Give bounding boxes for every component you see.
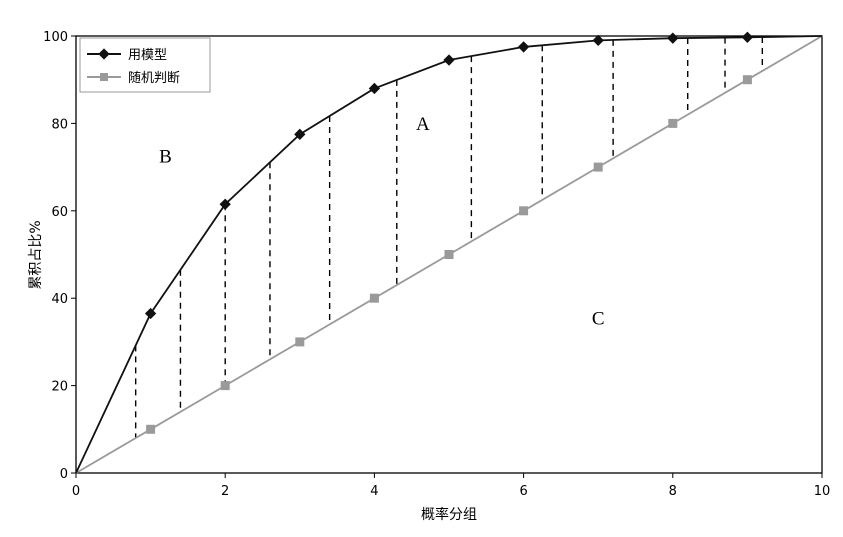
data-point-square <box>444 250 454 259</box>
data-point-square <box>668 118 678 128</box>
x-tick-label: 2 <box>221 484 229 499</box>
y-axis-title: 累积占比% <box>28 220 44 289</box>
legend-square-marker <box>100 73 108 81</box>
data-point-square <box>220 381 230 391</box>
data-point-diamond <box>443 54 455 66</box>
y-tick-label: 0 <box>60 467 68 482</box>
legend-diamond-marker <box>98 48 110 60</box>
data-point-square <box>742 75 752 85</box>
y-axis-ticks: 0 20 40 60 80 100 <box>43 30 76 482</box>
x-tick-label: 10 <box>814 484 831 499</box>
region-label-a: A <box>416 114 430 135</box>
data-point-square <box>593 162 603 172</box>
x-axis-title: 概率分组 <box>421 506 477 523</box>
region-label-c: C <box>592 308 605 329</box>
x-tick-label: 6 <box>519 484 527 499</box>
data-point-diamond <box>294 128 306 140</box>
y-tick-label: 80 <box>51 117 68 132</box>
data-point-diamond <box>144 307 157 320</box>
legend-label-random: 随机判断 <box>128 71 180 86</box>
x-tick-label: 4 <box>370 484 378 499</box>
data-point-square <box>369 293 379 303</box>
data-point-diamond <box>667 32 679 44</box>
series-layer <box>75 31 823 474</box>
legend-entry-model: 用模型 <box>87 48 167 63</box>
y-tick-label: 60 <box>51 205 68 220</box>
legend: 用模型 随机判断 <box>79 37 211 93</box>
legend-label-model: 用模型 <box>128 48 167 63</box>
region-label-b: B <box>159 147 172 168</box>
data-point-diamond <box>368 82 381 95</box>
plot-border <box>75 35 823 474</box>
data-point-square <box>519 206 529 216</box>
legend-box <box>79 37 211 93</box>
data-point-diamond <box>741 31 754 43</box>
data-point-diamond <box>219 198 231 210</box>
data-point-diamond <box>517 41 530 53</box>
legend-entry-random: 随机判断 <box>87 71 180 86</box>
y-tick-label: 100 <box>43 30 68 45</box>
x-tick-label: 8 <box>669 484 677 499</box>
x-axis-ticks: 0 2 4 6 8 10 <box>72 473 830 499</box>
data-point-square <box>146 424 156 434</box>
plot-frame <box>75 35 823 474</box>
y-tick-label: 20 <box>51 380 68 395</box>
dashed-connectors <box>134 37 764 439</box>
data-point-square <box>295 337 305 347</box>
data-point-diamond <box>592 34 604 47</box>
x-tick-label: 0 <box>72 484 80 499</box>
y-tick-label: 40 <box>51 292 68 307</box>
region-annotations: A B C <box>159 114 604 329</box>
